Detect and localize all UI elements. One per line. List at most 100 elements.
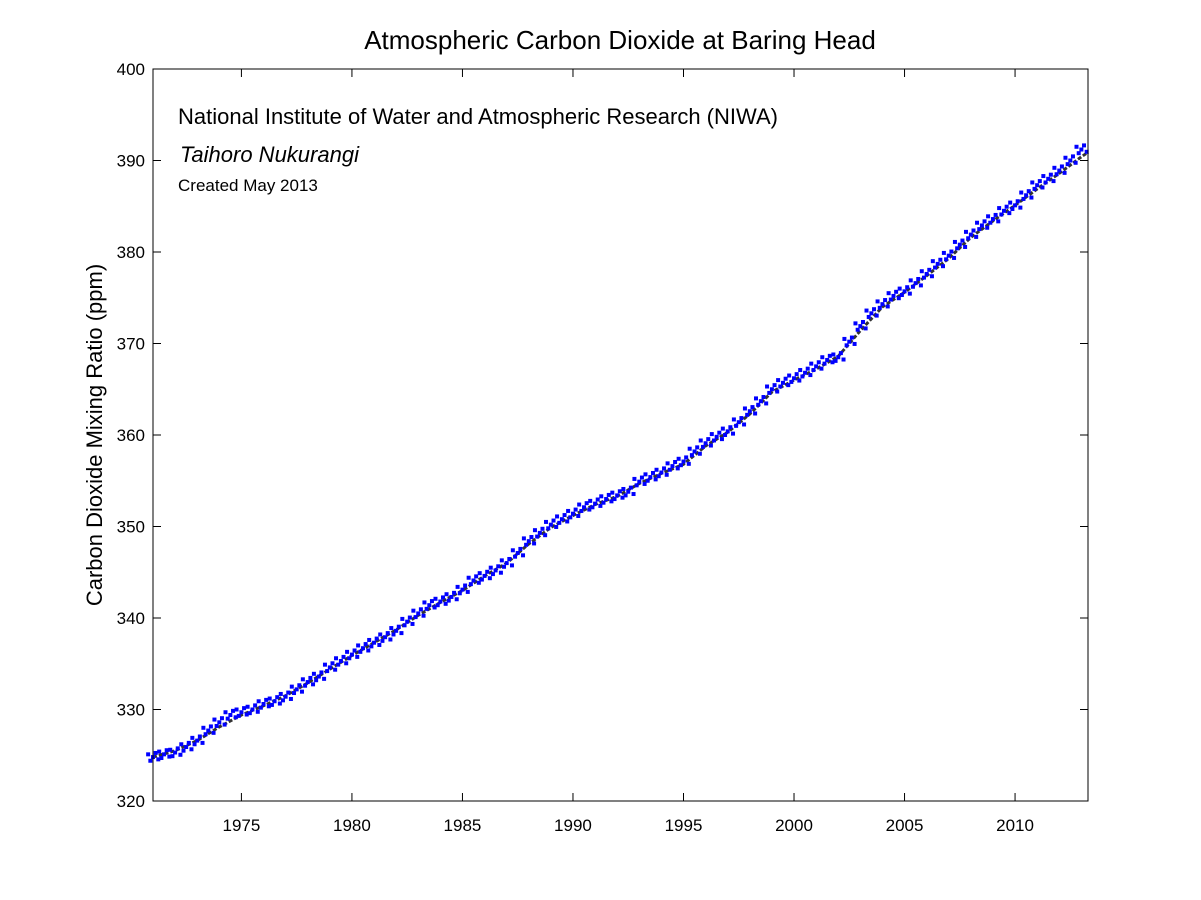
- data-point-scatter: [535, 534, 540, 539]
- annotation-created-date: Created May 2013: [178, 176, 318, 195]
- data-point: [173, 750, 178, 755]
- data-point: [1046, 176, 1051, 181]
- data-point-scatter: [164, 748, 169, 753]
- data-point-scatter: [842, 336, 847, 341]
- data-point-scatter: [225, 716, 230, 721]
- trend-line: [152, 151, 1089, 759]
- data-point: [891, 293, 896, 298]
- data-point-scatter: [297, 683, 302, 688]
- data-point-scatter: [413, 615, 418, 620]
- data-point-scatter: [499, 558, 504, 563]
- data-point-scatter: [673, 459, 678, 464]
- data-point-scatter: [753, 411, 758, 416]
- data-point-scatter: [1054, 172, 1059, 177]
- plot-frame: [152, 68, 1089, 802]
- data-point-scatter: [521, 553, 526, 558]
- data-point-scatter: [303, 683, 308, 688]
- data-point-scatter: [686, 461, 691, 466]
- data-point-scatter: [794, 372, 799, 377]
- data-point-scatter: [855, 327, 860, 332]
- data-point-scatter: [444, 592, 449, 597]
- data-point-scatter: [745, 412, 750, 417]
- data-point: [924, 271, 929, 276]
- data-point-scatter: [411, 608, 416, 613]
- data-point-scatter: [322, 662, 327, 667]
- data-point-scatter: [756, 402, 761, 407]
- data-point-scatter: [883, 298, 888, 303]
- data-point-scatter: [639, 475, 644, 480]
- data-point-scatter: [275, 695, 280, 700]
- data-point: [902, 289, 907, 294]
- data-point-scatter: [742, 406, 747, 411]
- data-point-scatter: [247, 711, 252, 716]
- data-point-scatter: [789, 379, 794, 384]
- data-point-scatter: [1048, 172, 1053, 177]
- data-point-scatter: [543, 533, 548, 538]
- data-point-scatter: [676, 456, 681, 461]
- data-point-scatter: [334, 656, 339, 661]
- data-point-scatter: [269, 702, 274, 707]
- data-point: [758, 399, 763, 404]
- data-point-scatter: [311, 671, 316, 676]
- data-point-scatter: [938, 257, 943, 262]
- data-point-scatter: [289, 684, 294, 689]
- data-point-scatter: [479, 577, 484, 582]
- data-point: [1068, 158, 1073, 163]
- data-point-scatter: [1070, 154, 1075, 159]
- y-tick-label: 350: [117, 518, 145, 537]
- data-point-scatter: [341, 654, 346, 659]
- data-point-scatter: [1021, 196, 1026, 201]
- data-point-scatter: [267, 696, 272, 701]
- data-point-scatter: [388, 637, 393, 642]
- data-point-scatter: [960, 238, 965, 243]
- data-point-scatter: [1015, 199, 1020, 204]
- data-point: [195, 738, 200, 743]
- data-point-scatter: [941, 250, 946, 255]
- data-point-scatter: [223, 710, 228, 715]
- data-point-scatter: [599, 494, 604, 499]
- data-point: [416, 611, 421, 616]
- data-point-scatter: [278, 691, 283, 696]
- y-tick-label: 400: [117, 60, 145, 79]
- data-point-scatter: [443, 601, 448, 606]
- data-point-scatter: [446, 598, 451, 603]
- data-point: [615, 493, 620, 498]
- data-point-scatter: [761, 395, 766, 400]
- data-point-scatter: [299, 689, 304, 694]
- data-point-scatter: [319, 670, 324, 675]
- data-point-scatter: [378, 632, 383, 637]
- data-point-scatter: [509, 563, 514, 568]
- data-point-scatter: [524, 542, 529, 547]
- data-point-scatter: [554, 524, 559, 529]
- y-tick-label: 380: [117, 243, 145, 262]
- data-point-scatter: [776, 378, 781, 383]
- data-point: [316, 674, 321, 679]
- data-point: [836, 355, 841, 360]
- data-point-scatter: [577, 502, 582, 507]
- data-point: [294, 687, 299, 692]
- data-point-scatter: [899, 293, 904, 298]
- data-point-scatter: [432, 605, 437, 610]
- data-point-scatter: [463, 583, 468, 588]
- data-point-scatter: [731, 431, 736, 436]
- data-point-scatter: [590, 505, 595, 510]
- data-point-scatter: [1041, 174, 1046, 179]
- data-point-scatter: [355, 654, 360, 659]
- data-point-scatter: [1043, 180, 1048, 185]
- data-point: [162, 752, 167, 757]
- data-point: [659, 470, 664, 475]
- data-point-scatter: [540, 526, 545, 531]
- data-point-scatter: [844, 343, 849, 348]
- data-point: [946, 253, 951, 258]
- data-point-scatter: [819, 366, 824, 371]
- data-point: [206, 728, 211, 733]
- data-point: [526, 539, 531, 544]
- data-point-scatter: [214, 723, 219, 728]
- data-point-scatter: [529, 535, 534, 540]
- data-point-scatter: [822, 361, 827, 366]
- x-tick-label: 1985: [444, 816, 482, 835]
- data-point-scatter: [894, 289, 899, 294]
- data-point-scatter: [1010, 206, 1015, 211]
- data-point-scatter: [277, 701, 282, 706]
- data-point-scatter: [576, 513, 581, 518]
